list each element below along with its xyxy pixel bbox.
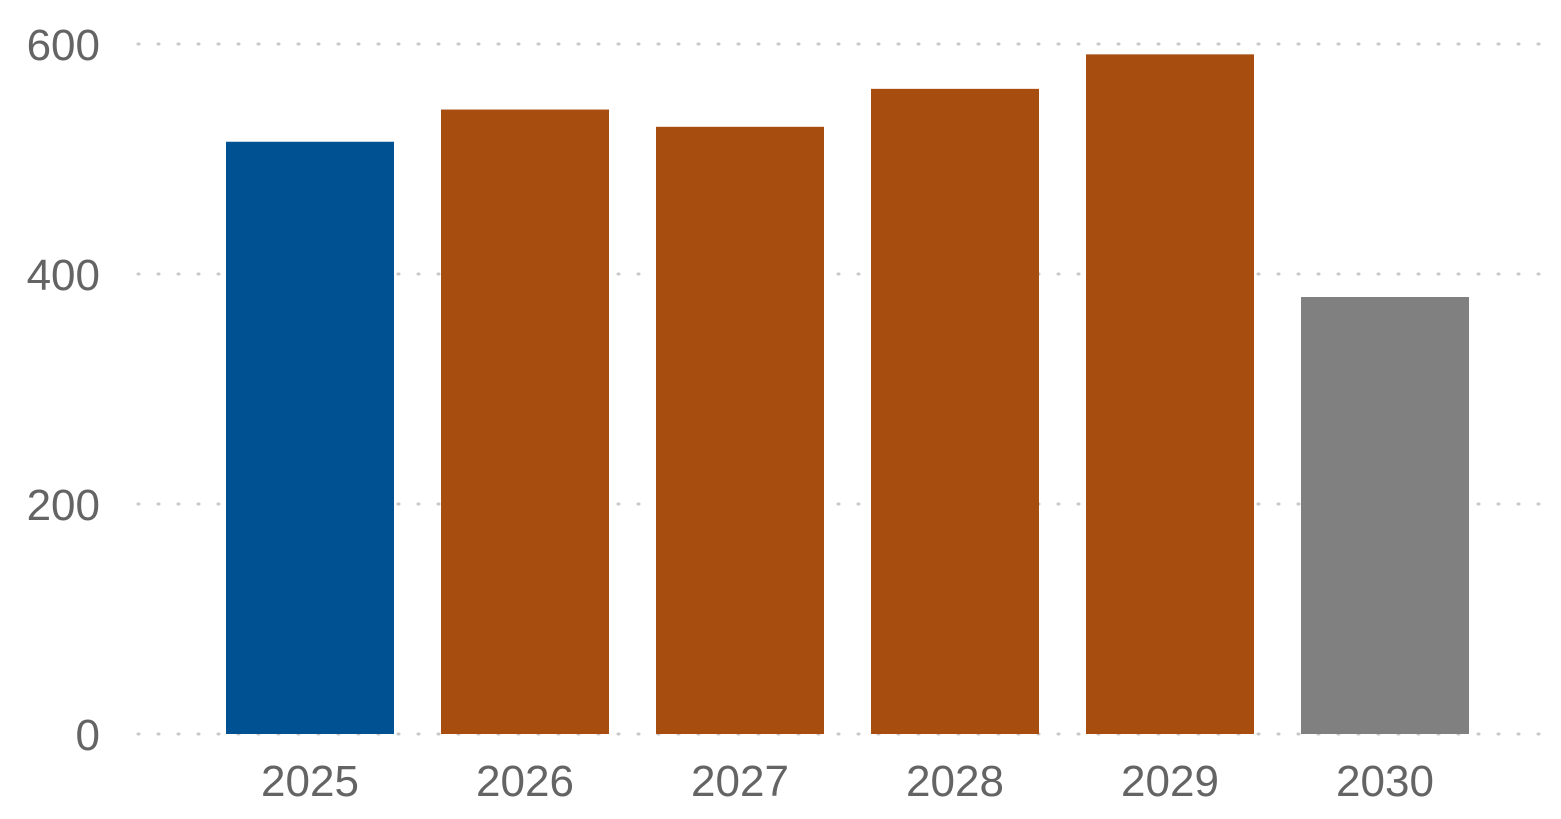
- bar-2026: [441, 109, 609, 735]
- y-tick-label-0: 0: [76, 711, 100, 760]
- gridlines: [136, 42, 1542, 736]
- y-axis: 0 200 400 600: [27, 21, 100, 760]
- bar-2029: [1086, 54, 1254, 735]
- bar-2025: [226, 141, 394, 734]
- bar-2027: [656, 126, 824, 735]
- x-tick-label-2030: 2030: [1336, 757, 1434, 806]
- y-tick-label-200: 200: [27, 481, 100, 530]
- x-tick-label-2027: 2027: [691, 757, 789, 806]
- x-tick-label-2026: 2026: [476, 757, 574, 806]
- x-tick-label-2029: 2029: [1121, 757, 1219, 806]
- bar-2030: [1301, 297, 1469, 734]
- y-tick-label-400: 400: [27, 251, 100, 300]
- y-tick-label-600: 600: [27, 21, 100, 70]
- x-tick-label-2028: 2028: [906, 757, 1004, 806]
- x-tick-label-2025: 2025: [261, 757, 359, 806]
- x-axis: 2025 2026 2027 2028 2029 2030: [261, 757, 1434, 806]
- bar-2028: [871, 88, 1039, 735]
- bars: [226, 54, 1469, 735]
